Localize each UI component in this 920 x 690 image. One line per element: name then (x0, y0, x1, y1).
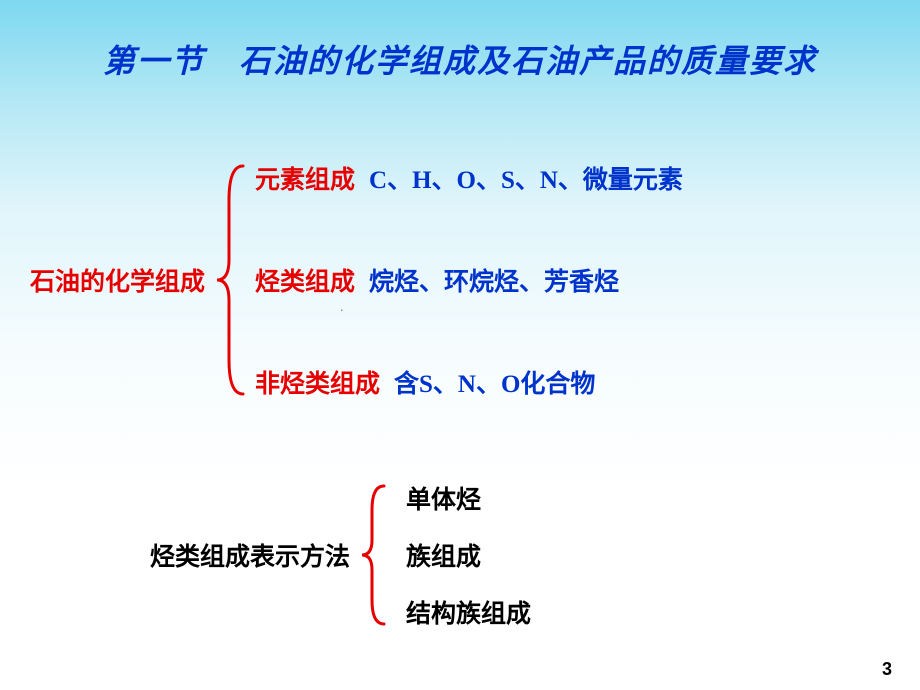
sub-row: 烃类组成表示方法 单体烃 族组成 结构族组成 (150, 470, 850, 640)
main-items: 元素组成 C、H、O、S、N、微量元素 烃类组成 烷烃、环烷烃、芳香烃 非烃类组… (255, 160, 683, 400)
item-detail: 烷烃、环烷烃、芳香烃 (369, 269, 619, 296)
item-label: 非烃类组成 (255, 371, 380, 398)
main-label: 石油的化学组成 (30, 262, 205, 298)
main-row: 石油的化学组成 元素组成 C、H、O、S、N、微量元素 烃类组成 烷烃、环烷烃、… (30, 150, 890, 410)
main-item: 烃类组成 烷烃、环烷烃、芳香烃 (255, 262, 683, 298)
item-label: 烃类组成 (255, 269, 355, 296)
dot-decoration: . (340, 300, 344, 316)
item-detail: 含S、N、O化合物 (394, 371, 595, 398)
item-detail: C、H、O、S、N、微量元素 (369, 167, 683, 194)
brace-icon (358, 480, 388, 630)
main-item: 非烃类组成 含S、N、O化合物 (255, 364, 683, 400)
sub-label: 烃类组成表示方法 (150, 537, 350, 573)
sub-item: 结构族组成 (406, 594, 531, 630)
page-number: 3 (882, 659, 892, 680)
main-section: 石油的化学组成 元素组成 C、H、O、S、N、微量元素 烃类组成 烷烃、环烷烃、… (30, 150, 890, 410)
sub-items: 单体烃 族组成 结构族组成 (406, 480, 531, 630)
page-title: 第一节 石油的化学组成及石油产品的质量要求 (0, 0, 920, 82)
main-item: 元素组成 C、H、O、S、N、微量元素 (255, 160, 683, 196)
item-label: 元素组成 (255, 167, 355, 194)
sub-item: 单体烃 (406, 480, 531, 516)
sub-item: 族组成 (406, 537, 531, 573)
sub-section: 烃类组成表示方法 单体烃 族组成 结构族组成 (150, 470, 850, 640)
brace-icon (213, 160, 247, 400)
